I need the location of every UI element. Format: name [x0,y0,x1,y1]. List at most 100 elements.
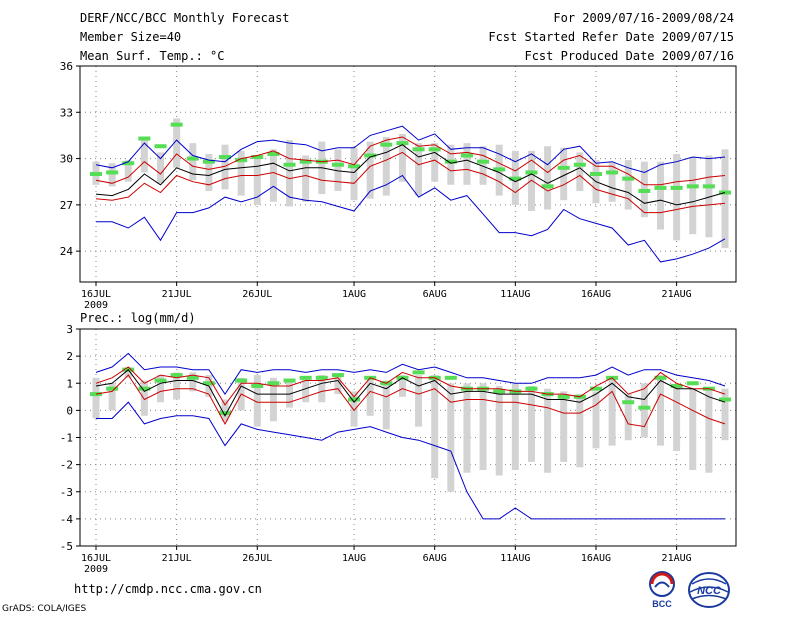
x-tick-label: 16JUL [81,553,111,564]
median-marker [638,188,651,193]
x-tick-label: 1AUG [342,289,366,300]
svg-text:BCC: BCC [652,599,672,609]
median-marker [654,185,667,190]
median-marker [202,159,215,164]
spread-bar [689,388,697,471]
median-marker [412,370,425,375]
x-tick-label: 6AUG [423,289,447,300]
x-tick-label: 6AUG [423,553,447,564]
spread-bar [253,155,261,205]
spread-bar [366,141,374,199]
median-marker [493,389,506,394]
spread-bar [269,377,277,422]
x-tick-label: 11AUG [500,289,530,300]
x-year-label: 2009 [84,300,108,311]
spread-bar [205,153,213,191]
median-marker [138,136,151,141]
spread-bar [173,118,181,168]
median-marker [670,383,683,388]
spread-bar [608,161,616,202]
median-marker [654,375,667,380]
spread-bar [721,388,729,441]
spread-bar [544,146,552,210]
x-tick-label: 21AUG [662,553,692,564]
median-marker [509,176,522,181]
median-marker [444,159,457,164]
chart-panel-1: 24 27 30 33 36 16JUL 21JUL 26JUL 1AUG 6AUG 11AUG 16… [60,60,737,311]
y-tick-label: 1 [66,377,73,390]
ncc-logo-icon: NCC [688,572,730,608]
spread-bar [253,375,261,427]
spread-bar [624,394,632,441]
produced-date: Fcst Produced Date 2009/07/16 [524,49,734,63]
median-marker [251,383,264,388]
spread-bar [721,149,729,249]
median-marker [589,386,602,391]
y-tick-label: -4 [60,513,74,526]
spread-bar [544,388,552,473]
spread-bar [447,144,455,185]
spread-bar [157,152,165,184]
spread-bar [705,388,713,473]
source-url[interactable]: http://cmdp.ncc.cma.gov.cn [74,582,262,596]
spread-bar [269,149,277,202]
spread-bar [431,143,439,182]
y-tick-label: -1 [60,432,73,445]
median-marker [283,162,296,167]
spread-bar [560,391,568,462]
median-marker [412,147,425,152]
spread-bar [189,372,197,392]
spread-bar [576,394,584,468]
median-marker [122,161,135,166]
spread-bar [237,150,245,196]
plot-frame [79,328,737,547]
spread-bar [221,399,229,422]
x-tick-label: 1AUG [342,553,366,564]
spread-bar [592,391,600,449]
spread-bar [463,383,471,473]
spread-bar [92,377,100,419]
spread-bar [463,143,471,185]
median-marker [331,373,344,378]
median-marker [606,170,619,175]
x-tick-label: 16AUG [581,289,611,300]
median-marker [557,165,570,170]
spread-bar [334,149,342,191]
x-tick-label: 21JUL [162,289,192,300]
median-marker [186,375,199,380]
x-tick-label: 26JUL [242,553,272,564]
series-line-max [95,125,726,174]
median-marker [573,162,586,167]
series-line-max [95,352,726,396]
spread-bar [495,385,503,476]
median-marker [477,159,490,164]
x-tick-label: 21AUG [662,289,692,300]
median-marker [154,378,167,383]
spread-bar [302,377,310,403]
median-marker [251,155,264,160]
y-tick-label: -2 [60,459,73,472]
median-marker [348,164,361,169]
spread-bar [560,147,568,201]
spread-bar [157,375,165,403]
series-line-lower [95,374,726,428]
grads-credit: GrADS: COLA/IGES [2,604,87,614]
median-marker [219,155,232,160]
median-marker [541,184,554,189]
plot-frame [79,65,737,283]
spread-bar [108,163,116,187]
y-tick-label: 33 [60,106,73,119]
spread-bar [527,150,535,212]
median-marker [106,386,119,391]
spread-bar [302,155,310,202]
x-tick-label: 21JUL [162,553,192,564]
median-marker [460,153,473,158]
spread-bar [415,375,423,427]
series-line-upper [95,136,726,186]
median-marker [719,397,731,402]
series-line-upper [95,366,726,406]
refer-date: Fcst Started Refer Date 2009/07/15 [488,30,734,44]
median-marker [235,158,248,163]
spread-bar [140,380,148,416]
